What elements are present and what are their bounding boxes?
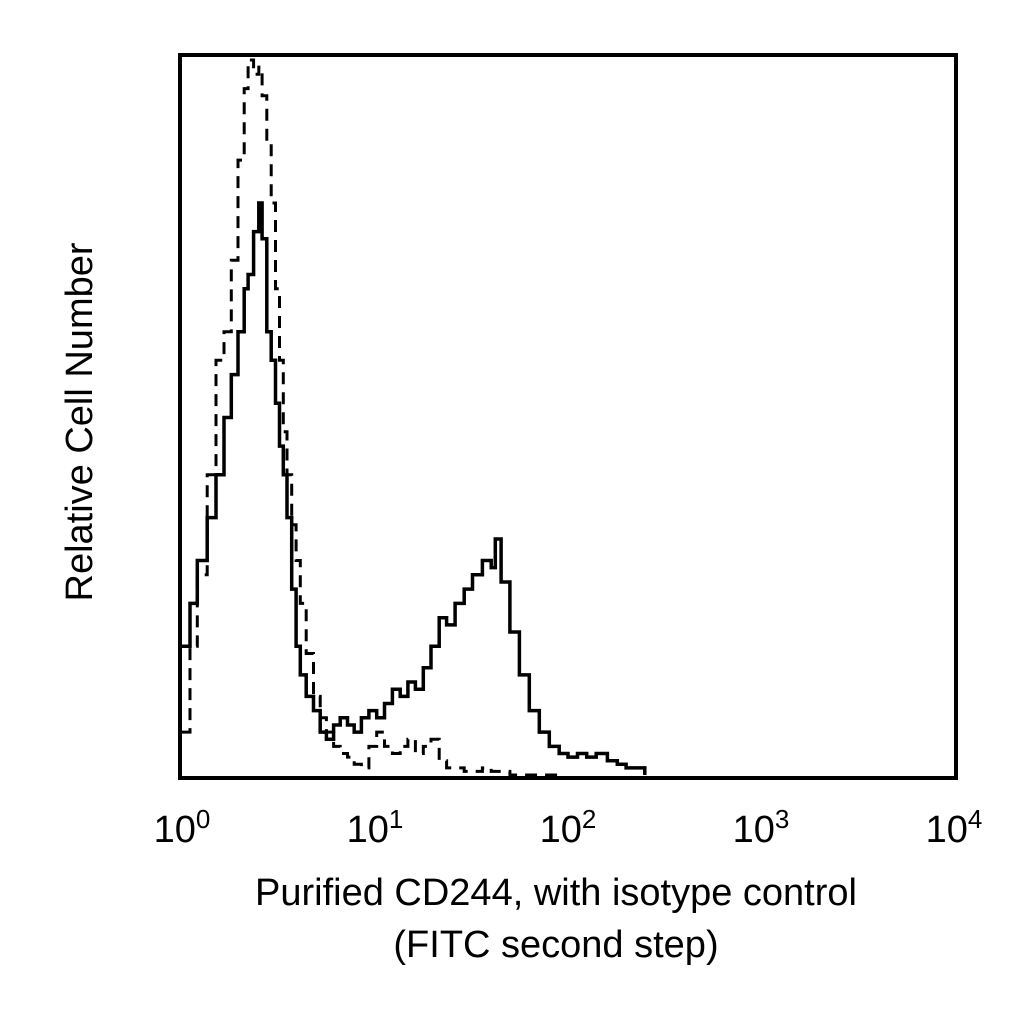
x-tick-label: 100	[154, 804, 211, 851]
cd244-series	[182, 201, 647, 775]
x-tick-label: 102	[540, 804, 597, 851]
series-layer	[182, 58, 647, 777]
x-tick-labels: 100 101 102 103 104	[154, 804, 983, 851]
x-tick-label: 101	[347, 804, 404, 851]
isotype-control-series	[182, 58, 560, 777]
y-axis-title: Relative Cell Number	[59, 242, 101, 601]
x-tick-label: 103	[733, 804, 790, 851]
x-axis-title-line-1: Purified CD244, with isotype control	[255, 872, 857, 914]
plot-frame	[178, 53, 958, 780]
x-axis-title-line-2: (FITC second step)	[393, 924, 718, 966]
x-tick-label: 104	[926, 804, 983, 851]
